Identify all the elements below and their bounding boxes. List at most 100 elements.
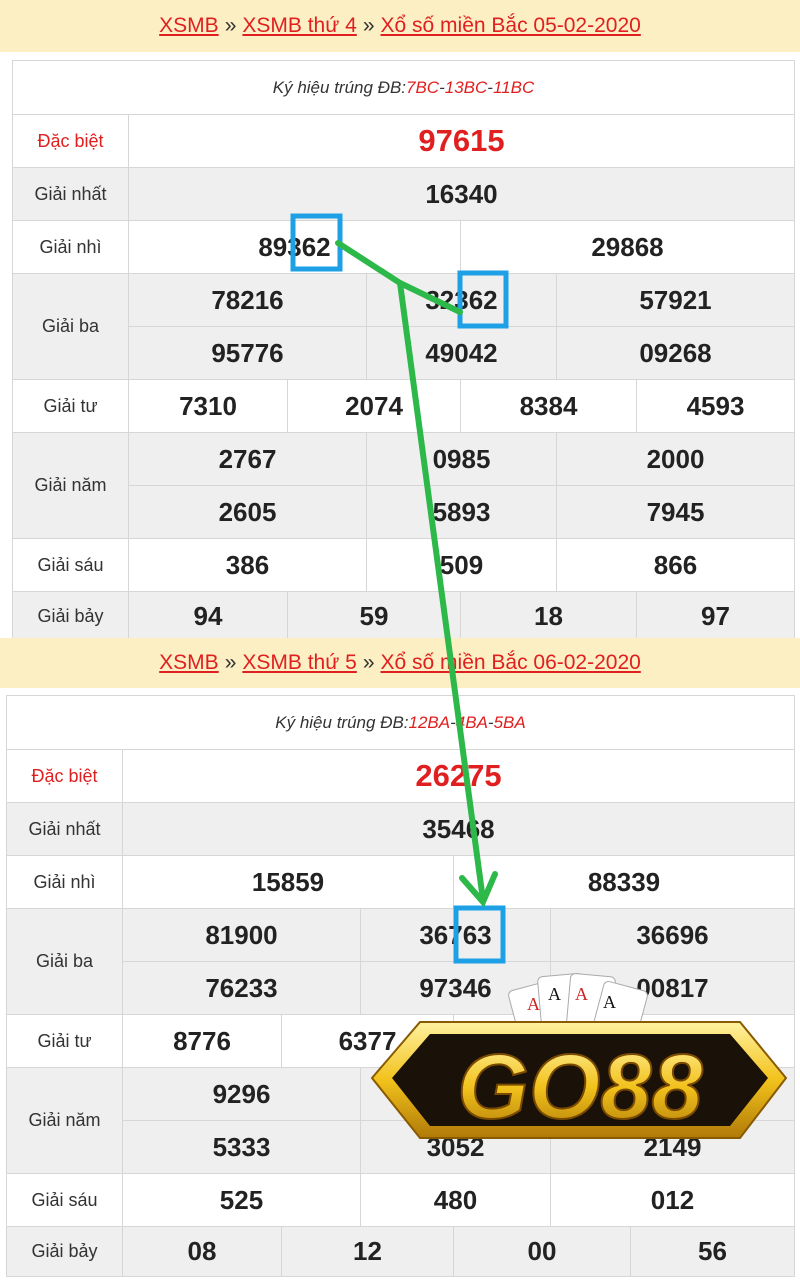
prize-row: Giải nhì 15859 88339: [7, 855, 794, 908]
prize-number: 5333: [123, 1121, 361, 1173]
breadcrumb-separator: »: [362, 651, 375, 674]
prize-subrow: 76233 97346 00817: [123, 961, 794, 1014]
prize-numbers: 94 59 18 97: [129, 592, 794, 641]
prize-numbers: 2767 0985 2000 2605 5893 7945: [129, 433, 794, 538]
symbol-row: Ký hiệu trúng ĐB: 7BC - 13BC - 11BC: [13, 61, 794, 114]
prize-number: 00817: [636, 972, 709, 1003]
prize-number: 2605: [129, 486, 367, 538]
prize-subrow: 08 12 00 56: [123, 1227, 794, 1276]
prize-number: 57921: [639, 284, 712, 315]
prize-numbers: 525 480 012: [123, 1174, 794, 1226]
breadcrumb-link[interactable]: Xổ số miền Bắc 05-02-2020: [380, 14, 641, 37]
prize-number: 36696: [636, 919, 709, 950]
prize-numbers: 15859 88339: [123, 856, 794, 908]
arrow-line: [397, 280, 486, 903]
prize-label: Giải năm: [7, 1068, 123, 1173]
prize-number: 97615: [418, 123, 505, 158]
prize-row: Đặc biệt 97615: [13, 114, 794, 167]
prize-row: Đặc biệt 26275: [7, 749, 794, 802]
prize-number: 00: [454, 1227, 631, 1276]
prize-subrow: 2767 0985 2000: [129, 433, 794, 485]
breadcrumb-link[interactable]: Xổ số miền Bắc 06-02-2020: [380, 651, 641, 674]
prize-number: 2000: [646, 443, 705, 474]
prize-subrow: 8776 6377: [123, 1015, 794, 1067]
prize-label: Giải nhì: [7, 856, 123, 908]
breadcrumb-link[interactable]: XSMB thứ 5: [242, 651, 357, 674]
prize-label: Giải sáu: [13, 539, 129, 591]
prize-label: Giải tư: [7, 1015, 123, 1067]
svg-text:A: A: [527, 994, 540, 1014]
symbol-code: 13BC: [444, 77, 488, 97]
prize-number: 56: [698, 1236, 727, 1266]
prize-number: 78216: [129, 274, 367, 326]
prize-number: 480: [361, 1174, 551, 1226]
prize-number: 18: [461, 592, 637, 641]
prize-row: Giải tư 7310 2074 8384 4593: [13, 379, 794, 432]
symbol-separator: -: [487, 77, 493, 97]
prize-number: 59: [288, 592, 461, 641]
prize-number: 35468: [422, 813, 495, 844]
arrow-line: [335, 240, 463, 315]
prize-row: Giải sáu 525 480 012: [7, 1173, 794, 1226]
prize-number: 94: [129, 592, 288, 641]
prize-number: 76233: [123, 962, 361, 1014]
prize-numbers: 81900 36763 36696 76233 97346 00817: [123, 909, 794, 1014]
prize-number: 97346: [361, 962, 551, 1014]
highlight-box: [290, 213, 343, 272]
prize-subrow: 7310 2074 8384 4593: [129, 380, 794, 432]
prize-number: 4593: [686, 390, 745, 421]
prize-label: Giải tư: [13, 380, 129, 432]
prize-numbers: 7310 2074 8384 4593: [129, 380, 794, 432]
prize-number: 49042: [367, 327, 557, 379]
prize-number: 2074: [288, 380, 461, 432]
prize-number: 525: [123, 1174, 361, 1226]
symbol-code: 5BA: [493, 712, 526, 732]
prize-numbers: 386 509 866: [129, 539, 794, 591]
prize-subrow: 95776 49042 09268: [129, 326, 794, 379]
prize-subrow: 97615: [129, 115, 794, 167]
prize-number: 08: [123, 1227, 282, 1276]
prize-numbers: 97615: [129, 115, 794, 167]
prize-number: 509: [367, 539, 557, 591]
prize-number: 012: [650, 1184, 695, 1215]
breadcrumb-link[interactable]: XSMB thứ 4: [242, 14, 357, 37]
prize-number: 95776: [129, 327, 367, 379]
breadcrumb-link[interactable]: XSMB: [159, 651, 219, 674]
breadcrumb-separator: »: [224, 651, 237, 674]
symbol-row: Ký hiệu trúng ĐB: 12BA - 4BA - 5BA: [7, 696, 794, 749]
results-table: Ký hiệu trúng ĐB: 12BA - 4BA - 5BA Đặc bi…: [6, 695, 795, 1277]
prize-number: 12: [282, 1227, 454, 1276]
svg-text:A: A: [603, 992, 616, 1012]
prize-row: Giải bảy 08 12 00 56: [7, 1226, 794, 1276]
prize-numbers: 08 12 00 56: [123, 1227, 794, 1276]
prize-number: 15859: [123, 856, 454, 908]
prize-number: 09268: [639, 337, 712, 368]
prize-number: 866: [653, 549, 698, 580]
prize-subrow: 9296: [123, 1068, 794, 1120]
prize-number: 9296: [123, 1068, 361, 1120]
symbol-label: Ký hiệu trúng ĐB:: [275, 712, 409, 732]
prize-numbers: 78216 32362 57921 95776 49042 09268: [129, 274, 794, 379]
symbol-code: 12BA: [408, 712, 451, 732]
breadcrumb-header: XSMB» XSMB thứ 4» Xổ số miền Bắc 05-02-202…: [0, 0, 800, 52]
prize-number: 386: [129, 539, 367, 591]
prize-label: Giải sáu: [7, 1174, 123, 1226]
symbol-separator: -: [439, 77, 445, 97]
prize-row: Giải sáu 386 509 866: [13, 538, 794, 591]
prize-row: Giải tư 8776 6377: [7, 1014, 794, 1067]
prize-row: Giải nhất 16340: [13, 167, 794, 220]
prize-number: 2767: [129, 433, 367, 485]
prize-label: Giải bảy: [7, 1227, 123, 1276]
prize-row: Giải ba 81900 36763 36696 76233 97346 00817: [7, 908, 794, 1014]
breadcrumb-link[interactable]: XSMB: [159, 14, 219, 37]
go88-logo: A A A A GO88: [370, 973, 788, 1139]
breadcrumb-separator: »: [362, 14, 375, 37]
prize-subrow: 94 59 18 97: [129, 592, 794, 641]
symbol-separator: -: [450, 712, 456, 732]
prize-label: Giải ba: [7, 909, 123, 1014]
prize-number: 8384: [461, 380, 637, 432]
prize-numbers: 26275: [123, 750, 794, 802]
svg-text:A: A: [548, 984, 561, 1004]
prize-subrow: 2605 5893 7945: [129, 485, 794, 538]
